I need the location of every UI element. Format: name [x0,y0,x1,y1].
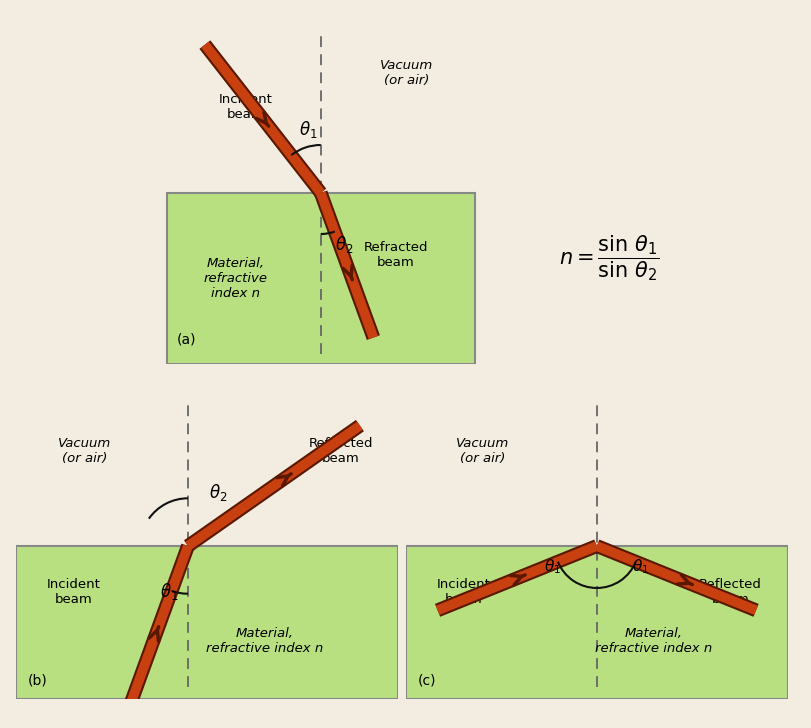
Text: $\theta_2$: $\theta_2$ [335,234,354,255]
Text: $\theta_1$: $\theta_1$ [632,558,649,577]
Text: (b): (b) [28,673,47,687]
Text: Refracted
beam: Refracted beam [363,240,427,269]
Bar [16,546,397,699]
Text: $\theta_1$: $\theta_1$ [160,581,178,602]
Text: Incident
beam: Incident beam [218,93,272,122]
Text: $\theta_2$: $\theta_2$ [209,482,227,503]
Text: Incident
beam: Incident beam [436,578,490,606]
Text: Material,
refractive index n: Material, refractive index n [205,628,323,655]
Text: $n = \dfrac{\sin\,\theta_1}{\sin\,\theta_2}$: $n = \dfrac{\sin\,\theta_1}{\sin\,\theta… [558,234,658,283]
Text: Material,
refractive
index n: Material, refractive index n [203,257,267,300]
Text: (a): (a) [177,333,196,347]
Bar [166,193,474,364]
Bar [406,546,787,699]
Text: (c): (c) [417,673,436,687]
Text: $\theta_1$: $\theta_1$ [543,558,560,577]
Text: Refracted
beam: Refracted beam [308,437,372,464]
Text: $\theta_1$: $\theta_1$ [299,119,318,140]
Text: Vacuum
(or air): Vacuum (or air) [58,437,111,464]
Text: Vacuum
(or air): Vacuum (or air) [380,59,432,87]
Text: Incident
beam: Incident beam [46,578,101,606]
Text: Reflected
beam: Reflected beam [698,578,761,606]
Text: Vacuum
(or air): Vacuum (or air) [455,437,508,464]
Text: Material,
refractive index n: Material, refractive index n [594,628,712,655]
